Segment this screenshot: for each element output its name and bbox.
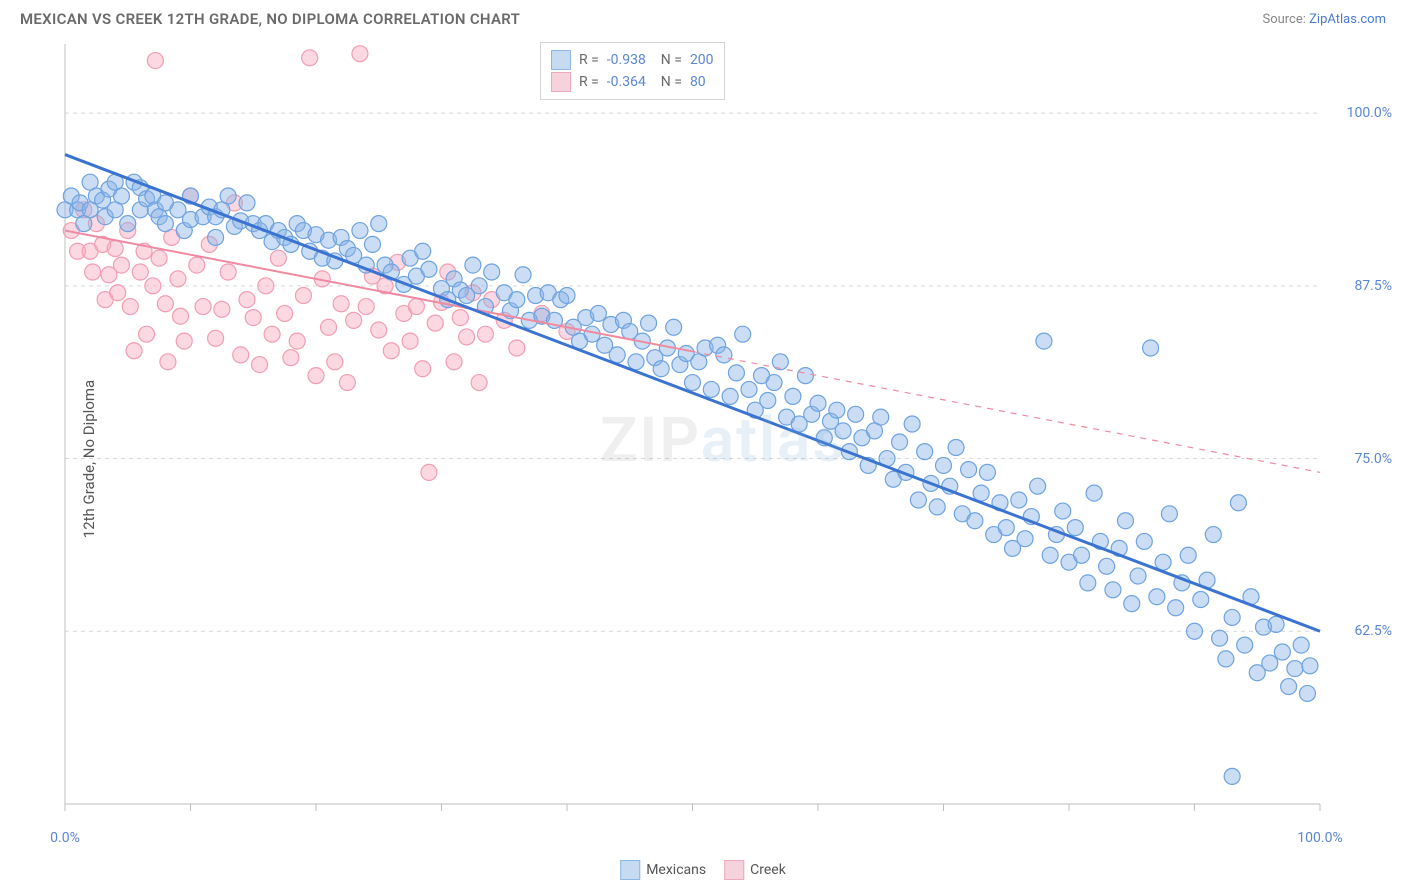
chart-title: MEXICAN VS CREEK 12TH GRADE, NO DIPLOMA … (20, 10, 520, 28)
legend-item-creek: Creek (724, 860, 786, 880)
ytick-label: 62.5% (1354, 623, 1392, 639)
stat-r-creek: -0.364 (607, 71, 646, 93)
swatch-pink-icon (724, 860, 744, 880)
stat-n-label: N = (654, 49, 682, 71)
chart-area: 12th Grade, No Diploma ZIPatlas R = -0.9… (0, 34, 1406, 884)
stat-r-label: R = (579, 49, 599, 71)
source-label: Source: ZipAtlas.com (1262, 12, 1386, 27)
ytick-label: 75.0% (1354, 451, 1392, 467)
stats-row-mexicans: R = -0.938 N = 200 (551, 49, 714, 71)
stat-n-creek: 80 (690, 71, 706, 93)
stats-row-creek: R = -0.364 N = 80 (551, 71, 714, 93)
stat-r-label2: R = (579, 71, 599, 93)
xtick-label: 0.0% (50, 830, 80, 846)
stat-n-mexicans: 200 (690, 49, 714, 71)
stats-legend: R = -0.938 N = 200 R = -0.364 N = 80 (540, 42, 725, 100)
stat-r-mexicans: -0.938 (607, 49, 646, 71)
legend-label-creek: Creek (750, 862, 786, 878)
source-link[interactable]: ZipAtlas.com (1309, 12, 1386, 27)
ytick-label: 100.0% (1347, 105, 1392, 121)
legend-item-mexicans: Mexicans (620, 860, 706, 880)
source-prefix: Source: (1262, 12, 1309, 27)
series-legend: Mexicans Creek (620, 860, 786, 880)
swatch-blue-icon (620, 860, 640, 880)
ytick-label: 87.5% (1354, 278, 1392, 294)
swatch-blue (551, 50, 571, 70)
scatter-plot (55, 34, 1390, 844)
xtick-label: 100.0% (1297, 830, 1342, 846)
legend-label-mexicans: Mexicans (646, 862, 706, 878)
swatch-pink (551, 72, 571, 92)
stat-n-label2: N = (654, 71, 682, 93)
